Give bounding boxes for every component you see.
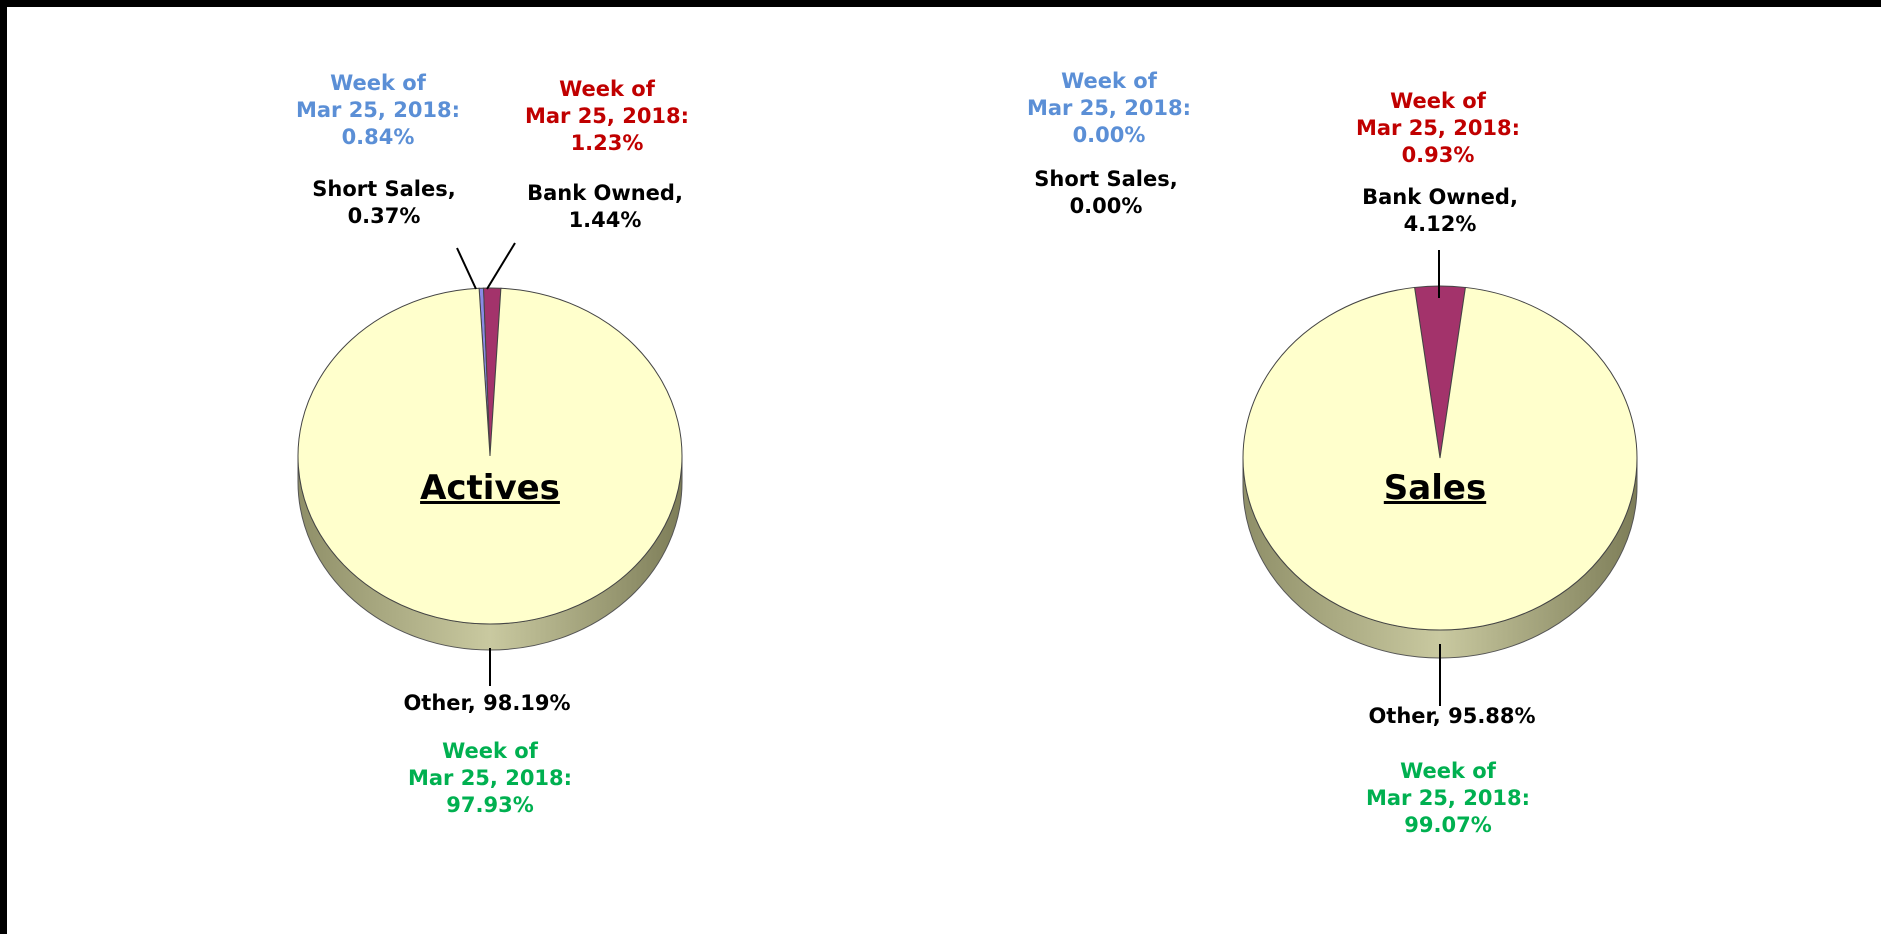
comparison-caption: Week of xyxy=(1390,89,1486,113)
slice-value: 95.88% xyxy=(1448,704,1536,728)
slice-value: 0.37% xyxy=(347,204,421,228)
comparison-value: 0.84% xyxy=(341,125,415,149)
slice-value: 1.44% xyxy=(568,208,642,232)
slice-label: Other, 98.19% xyxy=(403,690,570,717)
slice-category: Bank Owned, xyxy=(527,181,683,205)
comparison-value: 0.00% xyxy=(1072,123,1146,147)
comparison-value: 97.93% xyxy=(446,793,534,817)
comparison-caption: Mar 25, 2018: xyxy=(1365,786,1531,810)
comparison-caption: Week of xyxy=(559,77,655,101)
comparison-caption: Week of xyxy=(1400,759,1496,783)
comparison-caption: Mar 25, 2018: xyxy=(1026,96,1192,120)
slice-category: Short Sales, xyxy=(312,177,456,201)
comparison-value: 1.23% xyxy=(570,131,644,155)
slice-label: Other, 95.88% xyxy=(1368,703,1535,730)
comparison-caption: Mar 25, 2018: xyxy=(295,98,461,122)
slice-category: Other, xyxy=(403,691,476,715)
slice-value: 98.19% xyxy=(483,691,571,715)
pie-slice xyxy=(1242,286,1638,631)
comparison-caption: Mar 25, 2018: xyxy=(1355,116,1521,140)
comparison-label: Week of Mar 25, 2018: 0.84% xyxy=(296,70,460,151)
comparison-label: Week of Mar 25, 2018: 97.93% xyxy=(408,738,572,819)
comparison-label: Week of Mar 25, 2018: 99.07% xyxy=(1366,758,1530,839)
comparison-value: 99.07% xyxy=(1404,813,1492,837)
comparison-caption: Week of xyxy=(1061,69,1157,93)
comparison-caption: Mar 25, 2018: xyxy=(407,766,573,790)
leader-line xyxy=(486,242,516,290)
comparison-caption: Week of xyxy=(442,739,538,763)
comparison-value: 0.93% xyxy=(1401,143,1475,167)
slice-label: Short Sales, 0.37% xyxy=(312,176,455,230)
comparison-caption: Week of xyxy=(330,71,426,95)
slice-label: Bank Owned, 1.44% xyxy=(527,180,683,234)
comparison-caption: Mar 25, 2018: xyxy=(524,104,690,128)
pie-slice xyxy=(297,287,683,625)
slice-label: Short Sales, 0.00% xyxy=(1034,166,1177,220)
slice-category: Other, xyxy=(1368,704,1441,728)
slice-value: 4.12% xyxy=(1403,212,1477,236)
slice-category: Short Sales, xyxy=(1034,167,1178,191)
slice-value: 0.00% xyxy=(1069,194,1143,218)
slice-category: Bank Owned, xyxy=(1362,185,1518,209)
pie-title: Actives xyxy=(420,468,560,508)
pie-title: Sales xyxy=(1383,468,1487,508)
leader-line xyxy=(456,247,477,290)
comparison-label: Week of Mar 25, 2018: 0.00% xyxy=(1027,68,1191,149)
comparison-label: Week of Mar 25, 2018: 0.93% xyxy=(1356,88,1520,169)
slice-label: Bank Owned, 4.12% xyxy=(1362,184,1518,238)
comparison-label: Week of Mar 25, 2018: 1.23% xyxy=(525,76,689,157)
